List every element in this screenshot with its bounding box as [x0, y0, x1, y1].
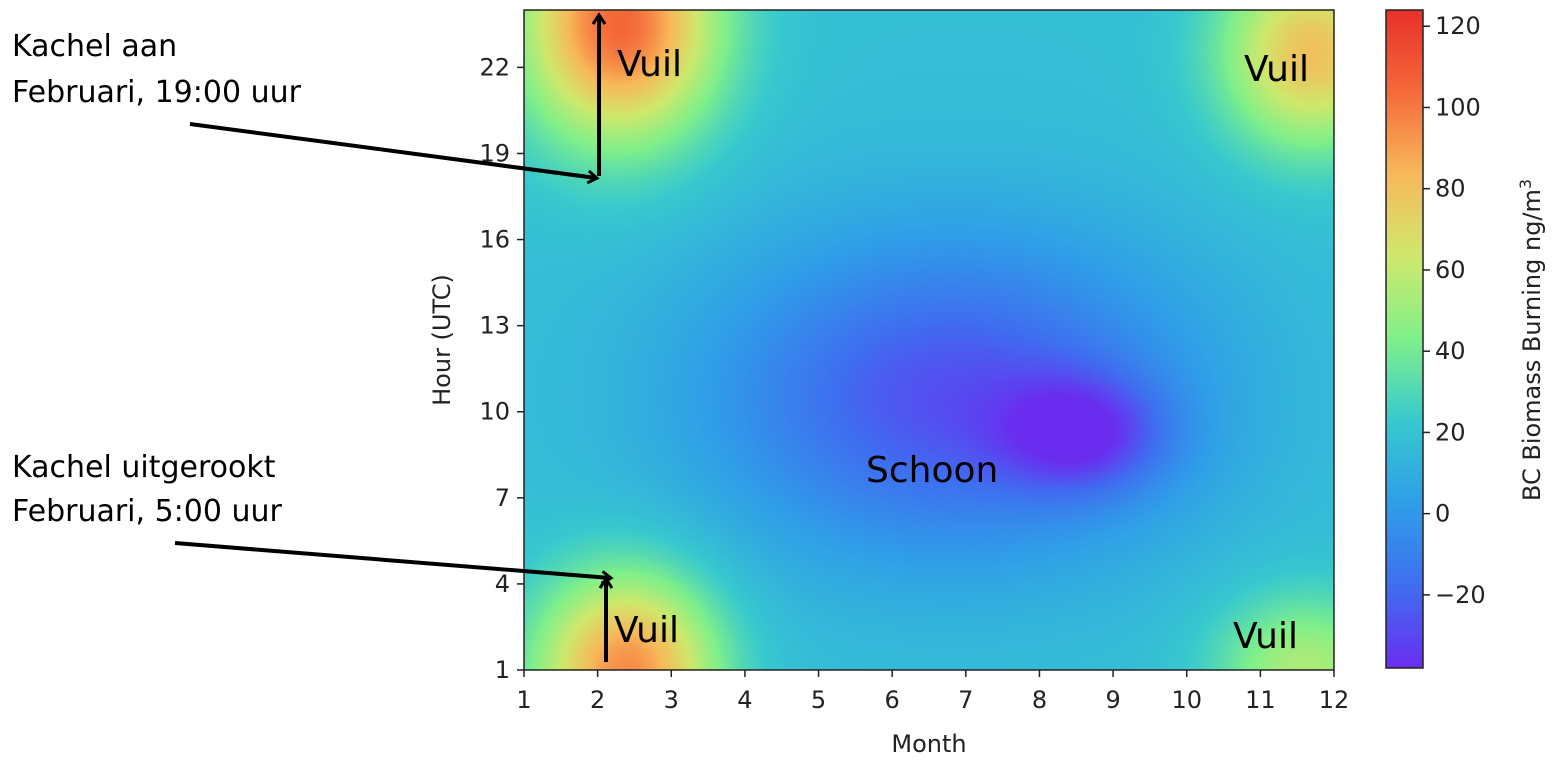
stove-out-note-line1: Kachel uitgerookt [12, 450, 276, 485]
x-tick-label: 11 [1245, 686, 1276, 714]
y-tick-label: 22 [479, 53, 510, 81]
y-axis-label: Hour (UTC) [428, 274, 456, 406]
x-tick-label: 5 [811, 686, 826, 714]
x-tick-label: 7 [958, 686, 973, 714]
colorbar-tick-label: 80 [1435, 175, 1466, 203]
x-tick-label: 8 [1032, 686, 1047, 714]
colorbar-ticks: 120 100 80 60 40 20 0 −20 [1423, 12, 1486, 609]
stove-on-pointer-arrow [189, 122, 596, 178]
y-tick-label: 13 [479, 312, 510, 340]
x-tick-label: 2 [590, 686, 605, 714]
stove-out-pointer-arrow [174, 541, 610, 578]
heatmap-surface [524, 10, 1334, 670]
x-tick-label: 3 [664, 686, 679, 714]
stove-on-note-line2: Februari, 19:00 uur [12, 75, 302, 110]
colorbar-tick-label: 60 [1435, 256, 1466, 284]
x-tick-label: 12 [1319, 686, 1350, 714]
x-tick-label: 1 [516, 686, 531, 714]
x-axis-label: Month [891, 730, 966, 758]
plot-frame [523, 9, 1335, 671]
colorbar-tick-label: 0 [1435, 500, 1450, 528]
dirty-label-top-left: Vuil [617, 44, 682, 85]
y-tick-label: 1 [495, 656, 510, 684]
dirty-label-bottom-right: Vuil [1233, 616, 1298, 657]
dirty-label-top-right: Vuil [1244, 49, 1309, 90]
colorbar-label: BC Biomass Burning ng/m3 [1516, 179, 1547, 501]
dirty-label-bottom-left: Vuil [614, 610, 679, 651]
colorbar-tick-label: 40 [1435, 337, 1466, 365]
colorbar-tick-label: 100 [1435, 93, 1481, 121]
clean-label: Schoon [866, 450, 998, 491]
colorbar-tick-label: 20 [1435, 418, 1466, 446]
colorbar [1385, 9, 1424, 669]
y-tick-label: 4 [495, 570, 510, 598]
x-tick-label: 9 [1105, 686, 1120, 714]
colorbar-tick-label: 120 [1435, 12, 1481, 40]
y-tick-label: 10 [479, 398, 510, 426]
x-axis-ticks: 1 2 3 4 5 6 7 8 9 10 11 12 [516, 670, 1349, 714]
stove-on-note-line1: Kachel aan [12, 29, 177, 64]
colorbar-tick-label: −20 [1435, 581, 1486, 609]
x-tick-label: 6 [885, 686, 900, 714]
x-tick-label: 4 [737, 686, 752, 714]
y-tick-label: 16 [479, 226, 510, 254]
stove-out-note-line2: Februari, 5:00 uur [12, 494, 283, 529]
y-tick-label: 7 [495, 484, 510, 512]
x-tick-label: 10 [1171, 686, 1202, 714]
